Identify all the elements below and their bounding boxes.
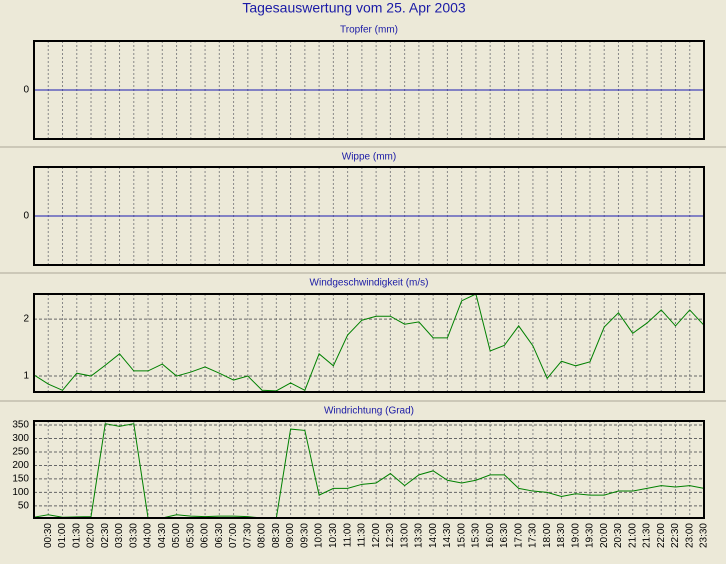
y-tick-label: 100 [12,487,29,498]
y-tick-label: 300 [12,433,29,444]
x-tick-label: 02:00 [86,523,97,548]
x-tick-label: 09:30 [299,523,310,548]
x-tick-label: 04:30 [157,523,168,548]
plot-frame [33,420,705,519]
x-tick-label: 23:30 [699,523,710,548]
x-tick-label: 22:30 [670,523,681,548]
x-tick-label: 20:00 [599,523,610,548]
x-tick-label: 15:00 [456,523,467,548]
x-tick-label: 22:00 [656,523,667,548]
y-tick-label: 50 [18,501,30,512]
x-tick-label: 17:30 [528,523,539,548]
x-tick-label: 10:00 [314,523,325,548]
chart-title: Windgeschwindigkeit (m/s) [310,278,429,289]
x-tick-label: 18:30 [556,523,567,548]
x-tick-label: 12:00 [371,523,382,548]
plot-area [34,294,704,392]
plot-area [34,421,704,518]
x-tick-label: 14:30 [442,523,453,548]
x-tick-label: 07:00 [228,523,239,548]
y-tick-label: 250 [12,447,29,458]
x-tick-label: 21:30 [642,523,653,548]
x-tick-label: 04:00 [143,523,154,548]
chart-title: Windrichtung (Grad) [324,406,414,417]
x-tick-label: 16:00 [485,523,496,548]
x-tick-label: 10:30 [328,523,339,548]
x-tick-label: 13:00 [399,523,410,548]
y-tick-label: 150 [12,474,29,485]
x-tick-label: 03:30 [128,523,139,548]
x-tick-label: 11:30 [357,523,368,548]
y-tick-label: 0 [23,211,29,222]
x-tick-label: 19:30 [585,523,596,548]
x-tick-label: 19:00 [570,523,581,548]
x-tick-label: 14:00 [428,523,439,548]
x-tick-label: 03:00 [114,523,125,548]
chart-title: Tropfer (mm) [340,25,398,36]
x-tick-label: 08:30 [271,523,282,548]
x-tick-label: 16:30 [499,523,510,548]
x-tick-label: 07:30 [242,523,253,548]
x-tick-label: 15:30 [471,523,482,548]
x-tick-label: 06:00 [200,523,211,548]
x-tick-label: 20:30 [613,523,624,548]
y-tick-label: 2 [23,314,29,325]
y-tick-label: 1 [23,371,29,382]
x-tick-label: 05:30 [185,523,196,548]
y-tick-label: 200 [12,460,29,471]
x-tick-label: 09:00 [285,523,296,548]
plot-frame [33,166,705,266]
x-tick-label: 11:00 [342,523,353,548]
x-tick-label: 01:00 [57,523,68,548]
x-tick-label: 08:00 [257,523,268,548]
x-tick-label: 06:30 [214,523,225,548]
x-tick-label: 21:00 [627,523,638,548]
x-tick-label: 23:00 [684,523,695,548]
x-tick-label: 01:30 [71,523,82,548]
plot-frame [33,293,705,393]
x-tick-label: 13:30 [414,523,425,548]
x-tick-label: 05:00 [171,523,182,548]
x-tick-label: 00:30 [43,523,54,548]
x-tick-label: 17:00 [513,523,524,548]
y-tick-label: 0 [23,85,29,96]
data-line [33,423,705,519]
x-tick-label: 18:00 [542,523,553,548]
data-line [33,293,705,392]
x-tick-label: 12:30 [385,523,396,548]
x-tick-label: 02:30 [100,523,111,548]
plot-frame [33,40,705,140]
page-title: Tagesauswertung vom 25. Apr 2003 [242,0,466,16]
y-tick-label: 350 [12,420,29,431]
chart-title: Wippe (mm) [342,152,396,163]
